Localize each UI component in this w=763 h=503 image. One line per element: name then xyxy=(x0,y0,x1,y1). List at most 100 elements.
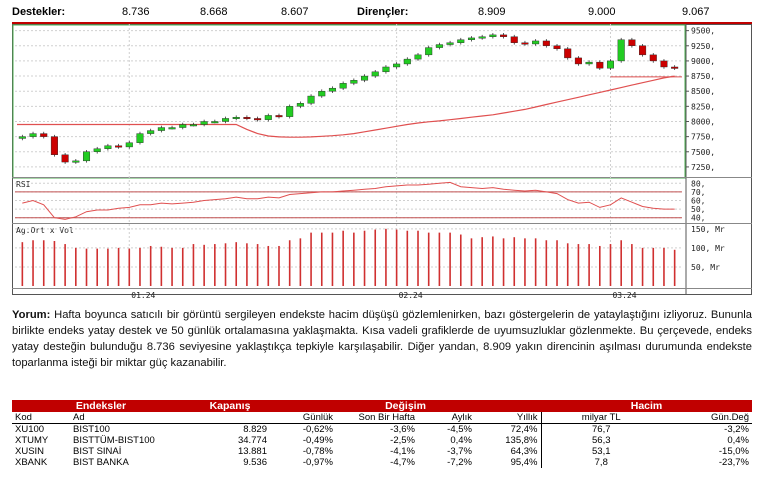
volume-bar xyxy=(620,240,622,286)
rsi-tick-label: 60, xyxy=(691,197,705,206)
x-tick-label: 02.24 xyxy=(399,291,423,300)
volume-bar xyxy=(513,237,516,286)
group-kapanis: Kapanış xyxy=(190,400,270,412)
table-row: XBANK BIST BANKA 9.536 -0,97% -4,7% -7,2% 95,4… xyxy=(12,457,752,468)
volume-bar xyxy=(320,232,323,286)
volume-tick-label: 150, Mr xyxy=(691,225,725,234)
volume-bar xyxy=(566,243,569,286)
price-tick-label: 8000, xyxy=(691,117,715,126)
candle xyxy=(553,45,561,50)
candle xyxy=(264,115,272,120)
cell-gunluk: -0,78% xyxy=(302,446,333,457)
cell-yillik: 72,4% xyxy=(475,423,542,435)
candle xyxy=(403,58,411,65)
candle xyxy=(82,151,91,162)
volume-bar xyxy=(598,245,601,286)
candle xyxy=(168,127,176,130)
candle xyxy=(72,160,80,163)
candle xyxy=(275,115,283,118)
volume-bar xyxy=(492,236,494,286)
volume-bar xyxy=(214,244,216,286)
candle xyxy=(510,36,518,43)
chart-area: 01.24 02.24 03.24 9500, 9250, 9000, 8750, 8500,… xyxy=(12,24,752,305)
price-tick-label: 8250, xyxy=(691,102,715,111)
volume-bar xyxy=(299,238,302,286)
cell-son-hafta: -4,7% xyxy=(390,457,415,468)
volume-bar xyxy=(117,247,120,286)
x-tick-label: 01.24 xyxy=(131,291,155,300)
price-tick-label: 7250, xyxy=(691,163,715,172)
col-gunluk: Günlük xyxy=(270,412,336,424)
price-tick-label: 8500, xyxy=(691,87,715,96)
cell-hacim: 76,7 xyxy=(592,424,611,435)
cell-ad: BIST BANKA xyxy=(73,457,129,468)
candle xyxy=(457,39,465,43)
cell-hacim: 7,8 xyxy=(594,457,608,468)
cell-kod: XU100 xyxy=(15,424,45,435)
price-tick-label: 9500, xyxy=(691,27,715,36)
candle xyxy=(29,133,37,137)
volume-bar xyxy=(577,244,580,286)
volume-bar xyxy=(256,244,259,286)
volume-bar xyxy=(128,248,131,286)
cell-yillik: 95,4% xyxy=(475,457,542,468)
col-ad: Ad xyxy=(70,412,190,424)
group-hacim: Hacim xyxy=(541,400,752,412)
col-milyar-tl: milyar TL xyxy=(541,412,661,424)
volume-bar xyxy=(385,228,387,286)
candle xyxy=(211,121,219,124)
cell-gun-deg: -15,0% xyxy=(718,446,749,457)
candle xyxy=(200,121,208,125)
cell-kapanis: 9.536 xyxy=(243,457,267,468)
candle xyxy=(639,45,647,56)
candle xyxy=(467,37,475,40)
candle xyxy=(50,136,58,156)
volume-bar xyxy=(171,247,173,286)
candle xyxy=(296,103,304,107)
cell-ad: BIST100 xyxy=(73,424,110,435)
col-gun-deg: Gün.Değ xyxy=(661,412,752,424)
volume-bar xyxy=(470,238,473,286)
volume-bar xyxy=(192,244,195,286)
volume-bar xyxy=(246,243,248,286)
price-tick-label: 7750, xyxy=(691,133,715,142)
table-row: XTUMY BISTTÜM-BIST100 34.774 -0,49% -2,5% 0,4… xyxy=(12,435,752,446)
volume-bar xyxy=(278,245,280,286)
volume-bar xyxy=(556,240,558,286)
volume-bar xyxy=(342,230,344,286)
cell-yillik: 135,8% xyxy=(475,435,542,446)
cell-kod: XBANK xyxy=(15,457,48,468)
cell-son-hafta: -4,1% xyxy=(390,446,415,457)
x-tick-label: 03.24 xyxy=(612,291,636,300)
volume-bar xyxy=(96,248,99,286)
volume-bar xyxy=(107,248,109,286)
candle xyxy=(40,133,48,137)
candle xyxy=(500,34,508,37)
volume-bar xyxy=(641,247,644,286)
ma-line xyxy=(17,75,675,138)
candle xyxy=(157,127,165,131)
candle xyxy=(125,142,133,148)
cell-aylik: -7,2% xyxy=(447,457,472,468)
volume-bar xyxy=(149,245,152,286)
candle xyxy=(18,136,26,139)
candle xyxy=(361,75,369,81)
candle xyxy=(254,118,262,121)
cell-son-hafta: -3,6% xyxy=(390,424,415,435)
rsi-tick-label: 40, xyxy=(691,214,705,223)
volume-tick-label: 100, Mr xyxy=(691,244,725,253)
candle xyxy=(318,91,326,97)
price-tick-label: 9000, xyxy=(691,57,715,66)
resistance-label: Dirençler: xyxy=(357,6,409,18)
support-level-1: 8.736 xyxy=(122,6,150,18)
comment-lead: Yorum: xyxy=(12,309,51,321)
volume-bar xyxy=(427,232,430,286)
volume-bar xyxy=(652,247,655,286)
volume-bar xyxy=(588,244,590,286)
candle xyxy=(115,145,123,148)
cell-kapanis: 34.774 xyxy=(237,435,267,446)
table-row: XUSIN BIST SINAİ 13.881 -0,78% -4,1% -3,7% 64,… xyxy=(12,446,752,457)
volume-bar xyxy=(481,237,483,286)
candle xyxy=(371,71,379,77)
cell-gun-deg: 0,4% xyxy=(727,435,749,446)
